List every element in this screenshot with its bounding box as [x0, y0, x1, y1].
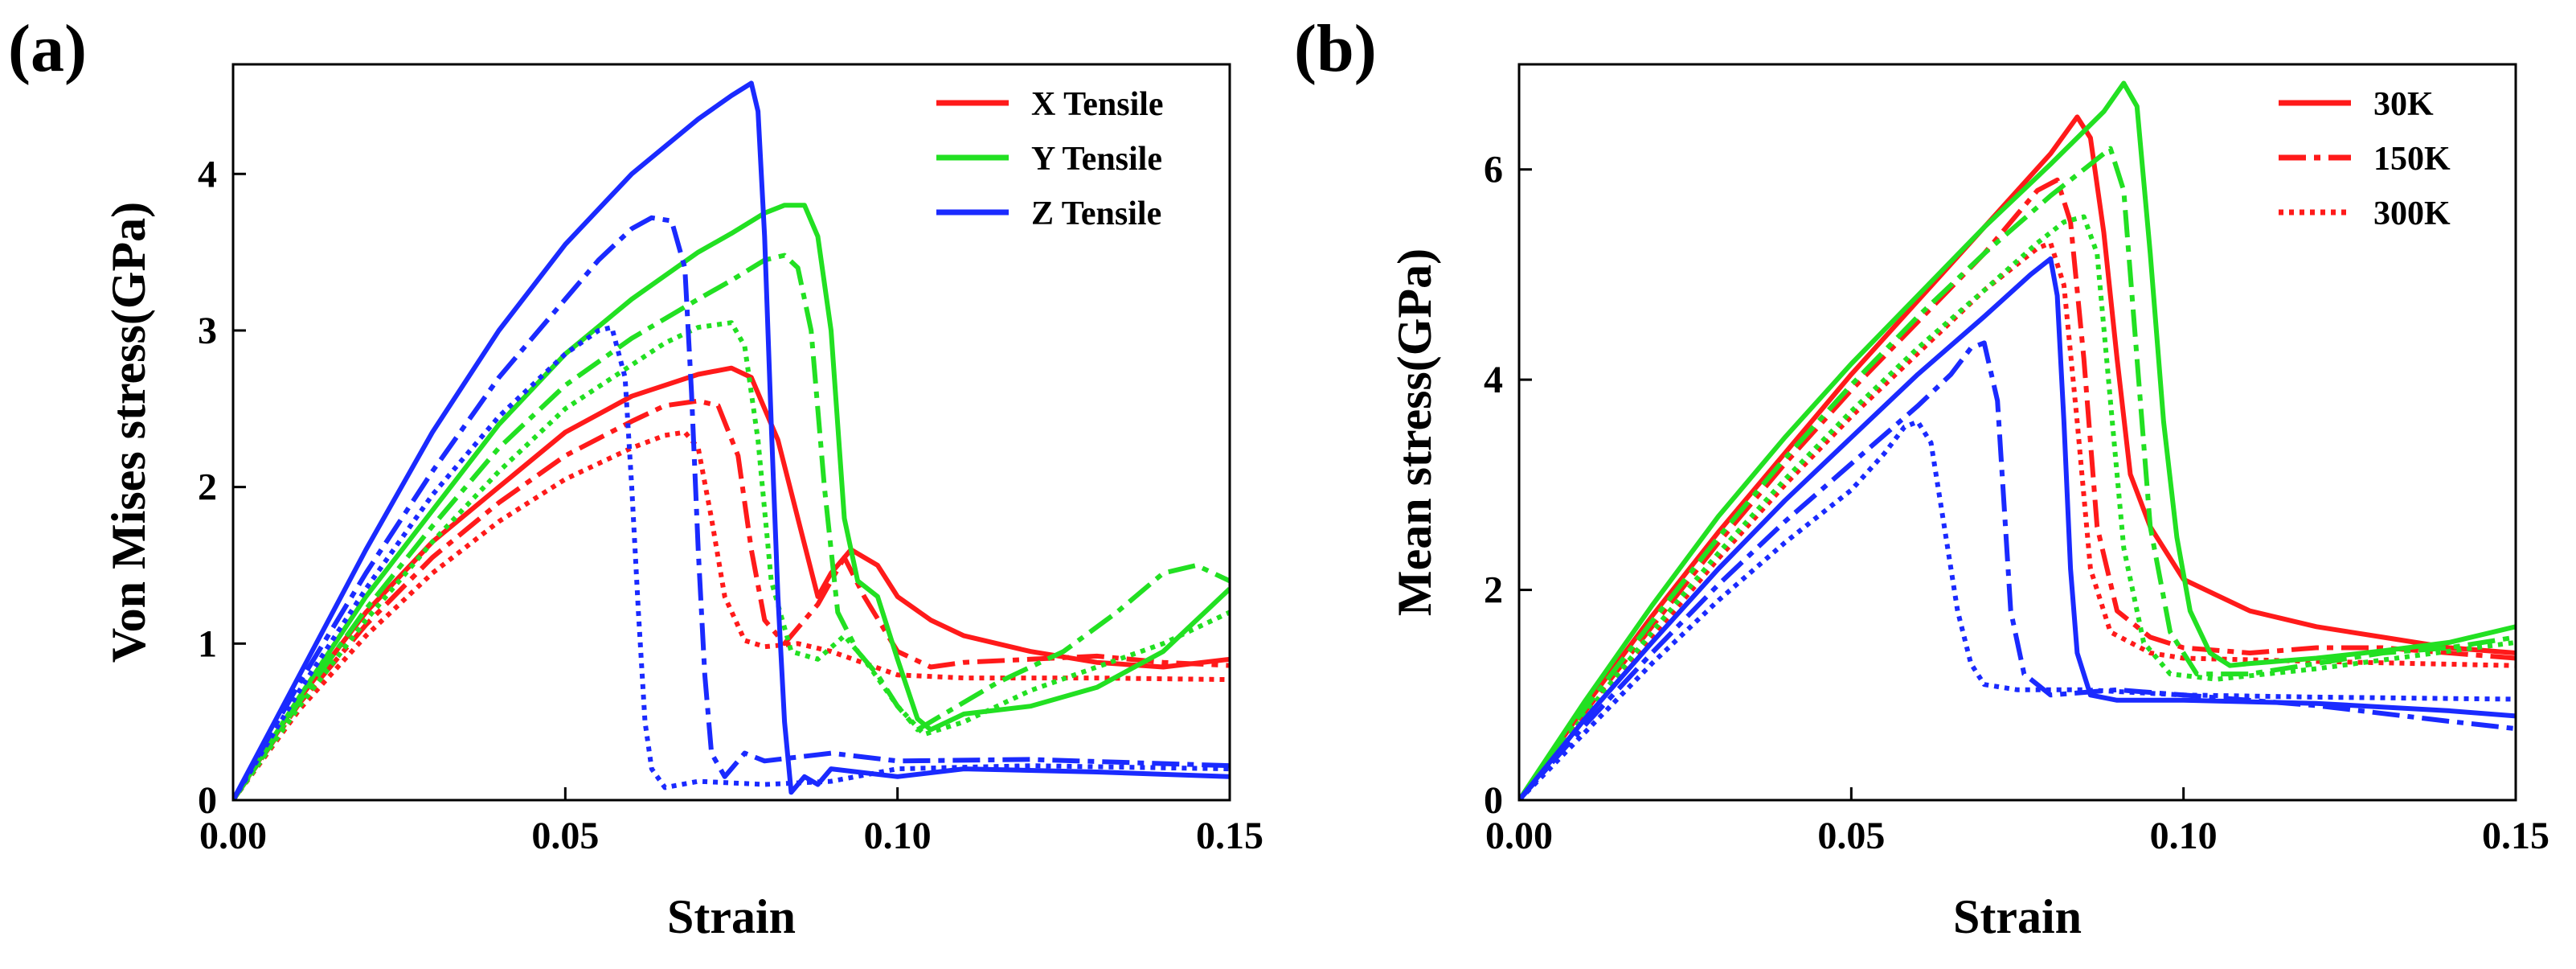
series-line-z-300k [1519, 419, 2516, 800]
panel-label-a: (a) [8, 11, 87, 86]
series-line-x-tensile-300k [233, 429, 1230, 800]
series-line-y-150k [1519, 146, 2516, 800]
plot-lines-a [233, 80, 1230, 800]
y-tick-label-a: 4 [198, 153, 217, 195]
x-tick-label-b: 0.10 [2150, 815, 2218, 857]
series-line-y-300k [1519, 214, 2516, 800]
series-line-z-30k [1519, 256, 2516, 800]
x-tick-label-a: 0.00 [199, 815, 267, 857]
x-axis-title-b: Strain [1953, 890, 2082, 943]
x-axis-title-a: Strain [667, 890, 796, 943]
series-line-x-30k [1519, 114, 2516, 800]
x-tick-label-a: 0.10 [864, 815, 932, 857]
legend-label-a: X Tensile [1031, 86, 1164, 123]
series-line-y-tensile-300k [233, 320, 1230, 800]
axes-frame-b [1517, 63, 2517, 802]
series-line-x-tensile-150k [233, 398, 1230, 800]
series-line-x-300k [1519, 240, 2516, 800]
plot-lines-b [1519, 80, 2516, 800]
series-line-y-tensile-150k [233, 253, 1230, 800]
y-tick-label-b: 2 [1484, 569, 1503, 612]
x-tick-label-a: 0.15 [1196, 815, 1263, 857]
legend-b: 30K 150K 300K [2279, 86, 2451, 232]
axes-frame-a [231, 63, 1231, 802]
series-line-z-tensile-300k [233, 325, 1230, 800]
y-tick-label-a: 2 [198, 466, 217, 509]
legend-label-b: 150K [2373, 141, 2451, 178]
y-tick-label-a: 0 [198, 779, 217, 822]
x-tick-label-b: 0.15 [2482, 815, 2549, 857]
y-tick-label-b: 0 [1484, 779, 1503, 822]
x-tick-label-a: 0.05 [531, 815, 599, 857]
y-tick-label-a: 1 [198, 622, 217, 665]
y-tick-label-b: 4 [1484, 359, 1503, 401]
series-line-z-tensile-30k [233, 80, 1230, 800]
x-tick-label-b: 0.05 [1817, 815, 1885, 857]
legend-label-b: 30K [2373, 86, 2434, 123]
series-line-z-150k [1519, 340, 2516, 800]
y-axis-title-a: Von Mises stress(GPa) [102, 202, 155, 663]
legend-label-b: 300K [2373, 195, 2451, 232]
y-axis-title-b: Mean stress(GPa) [1388, 248, 1441, 616]
legend-label-a: Z Tensile [1031, 195, 1161, 232]
panel-label-b: (b) [1294, 11, 1377, 86]
x-tick-label-b: 0.00 [1485, 815, 1553, 857]
series-line-x-tensile-30k [233, 365, 1230, 800]
legend-a: X Tensile Y Tensile Z Tensile [936, 86, 1164, 232]
legend-label-a: Y Tensile [1031, 141, 1162, 178]
series-line-z-tensile-150k [233, 215, 1230, 800]
panel-a: 0.00 0.05 0.10 0.15 0 1 2 3 4 Strain Von Mises str… [8, 11, 1263, 943]
series-line-y-30k [1519, 80, 2516, 800]
series-line-y-tensile-30k [233, 203, 1230, 800]
y-tick-label-a: 3 [198, 310, 217, 352]
panel-b: 0.00 0.05 0.10 0.15 0 2 4 6 Strain Mean stress(GP… [1294, 11, 2549, 943]
y-tick-label-b: 6 [1484, 149, 1503, 191]
